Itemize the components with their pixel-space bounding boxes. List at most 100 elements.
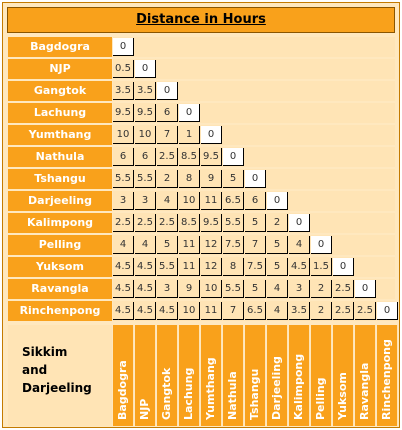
distance-cell: 7.5 bbox=[245, 258, 266, 276]
distance-cell: 10 bbox=[179, 192, 200, 210]
distance-cell: 4.5 bbox=[135, 258, 156, 276]
distance-cell: 10 bbox=[135, 126, 156, 144]
distance-cell: 9 bbox=[179, 280, 200, 298]
distance-cell: 11 bbox=[179, 236, 200, 254]
distance-cell: 4 bbox=[135, 236, 156, 254]
column-label-text: Kalimpong bbox=[292, 353, 305, 420]
distance-cell: 3.5 bbox=[135, 82, 156, 100]
distance-cell: 7 bbox=[245, 236, 266, 254]
distance-cell: 3.5 bbox=[289, 302, 310, 320]
distance-cell: 0 bbox=[223, 148, 244, 166]
region-label-line: Sikkim bbox=[22, 345, 68, 359]
table-row bbox=[113, 37, 395, 57]
distance-cell: 5 bbox=[245, 280, 266, 298]
column-label-text: Yumthang bbox=[204, 357, 217, 420]
distance-cell: 0 bbox=[355, 280, 376, 298]
column-label-text: Yuksom bbox=[336, 372, 349, 420]
table-row bbox=[113, 81, 395, 101]
distance-cell: 5.5 bbox=[223, 214, 244, 232]
table-row bbox=[113, 59, 395, 79]
distance-cell: 6.5 bbox=[223, 192, 244, 210]
distance-cell: 0 bbox=[179, 104, 200, 122]
distance-cell: 7 bbox=[157, 126, 178, 144]
column-label-text: Ravangla bbox=[358, 362, 371, 420]
row-label: Ravangla bbox=[8, 279, 112, 299]
distance-cell: 3 bbox=[289, 280, 310, 298]
distance-cell: 2.5 bbox=[333, 302, 354, 320]
distance-cell: 0 bbox=[311, 236, 332, 254]
distance-cell: 12 bbox=[201, 236, 222, 254]
distance-cell: 5 bbox=[245, 214, 266, 232]
distance-cell: 0 bbox=[245, 170, 266, 188]
distance-cell: 2 bbox=[311, 280, 332, 298]
column-label: Darjeeling bbox=[267, 325, 288, 426]
distance-cell: 8 bbox=[223, 258, 244, 276]
distance-cell: 4.5 bbox=[135, 302, 156, 320]
distance-cell: 0 bbox=[333, 258, 354, 276]
distance-cell: 3.5 bbox=[113, 82, 134, 100]
distance-cell: 0 bbox=[289, 214, 310, 232]
distance-cell: 0 bbox=[113, 38, 134, 56]
distance-cell: 6 bbox=[157, 104, 178, 122]
distance-cell: 5 bbox=[223, 170, 244, 188]
distance-cell: 0.5 bbox=[113, 60, 134, 78]
row-label: Nathula bbox=[8, 147, 112, 167]
distance-cell: 5 bbox=[267, 236, 288, 254]
distance-cell: 1 bbox=[179, 126, 200, 144]
distance-cell: 5.5 bbox=[135, 170, 156, 188]
row-label: NJP bbox=[8, 59, 112, 79]
column-label: Yumthang bbox=[201, 325, 222, 426]
distance-cell: 8 bbox=[179, 170, 200, 188]
distance-cell: 11 bbox=[201, 302, 222, 320]
distance-cell: 0 bbox=[157, 82, 178, 100]
distance-cell: 3 bbox=[113, 192, 134, 210]
distance-cell: 2 bbox=[311, 302, 332, 320]
distance-cell: 4.5 bbox=[135, 280, 156, 298]
distance-cell: 1.5 bbox=[311, 258, 332, 276]
distance-cell: 0 bbox=[201, 126, 222, 144]
distance-cell: 2.5 bbox=[157, 148, 178, 166]
distance-cell: 0 bbox=[377, 302, 398, 320]
column-label-text: Rinchenpong bbox=[380, 339, 393, 420]
distance-cell: 6 bbox=[135, 148, 156, 166]
distance-cell: 4 bbox=[289, 236, 310, 254]
distance-cell: 6 bbox=[113, 148, 134, 166]
distance-cell: 0 bbox=[267, 192, 288, 210]
row-label: Rinchenpong bbox=[8, 301, 112, 321]
column-label: Gangtok bbox=[157, 325, 178, 426]
distance-cell: 8.5 bbox=[179, 148, 200, 166]
column-label: Nathula bbox=[223, 325, 244, 426]
distance-cell: 9.5 bbox=[135, 104, 156, 122]
distance-cell: 12 bbox=[201, 258, 222, 276]
column-label-text: Tshangu bbox=[248, 368, 261, 420]
distance-cell: 9.5 bbox=[201, 148, 222, 166]
distance-cell: 5 bbox=[267, 258, 288, 276]
row-label: Tshangu bbox=[8, 169, 112, 189]
distance-cell: 2 bbox=[157, 170, 178, 188]
column-label: Tshangu bbox=[245, 325, 266, 426]
row-label: Yumthang bbox=[8, 125, 112, 145]
column-label: Pelling bbox=[311, 325, 332, 426]
column-label: Ravangla bbox=[355, 325, 376, 426]
distance-cell: 9.5 bbox=[201, 214, 222, 232]
distance-cell: 7.5 bbox=[223, 236, 244, 254]
table-title: Distance in Hours bbox=[7, 7, 395, 33]
distance-cell: 4 bbox=[157, 192, 178, 210]
row-label: Pelling bbox=[8, 235, 112, 255]
distance-cell: 7 bbox=[223, 302, 244, 320]
distance-cell: 3 bbox=[157, 280, 178, 298]
column-label-text: Nathula bbox=[226, 371, 239, 420]
distance-cell: 6 bbox=[245, 192, 266, 210]
column-label-text: Darjeeling bbox=[270, 356, 283, 420]
distance-cell: 3 bbox=[135, 192, 156, 210]
distance-cell: 2.5 bbox=[113, 214, 134, 232]
column-label-text: NJP bbox=[138, 398, 151, 420]
column-label: Kalimpong bbox=[289, 325, 310, 426]
column-label: Lachung bbox=[179, 325, 200, 426]
distance-cell: 10 bbox=[113, 126, 134, 144]
row-label: Bagdogra bbox=[8, 37, 112, 57]
row-label: Kalimpong bbox=[8, 213, 112, 233]
column-label: Yuksom bbox=[333, 325, 354, 426]
distance-cell: 4.5 bbox=[113, 302, 134, 320]
